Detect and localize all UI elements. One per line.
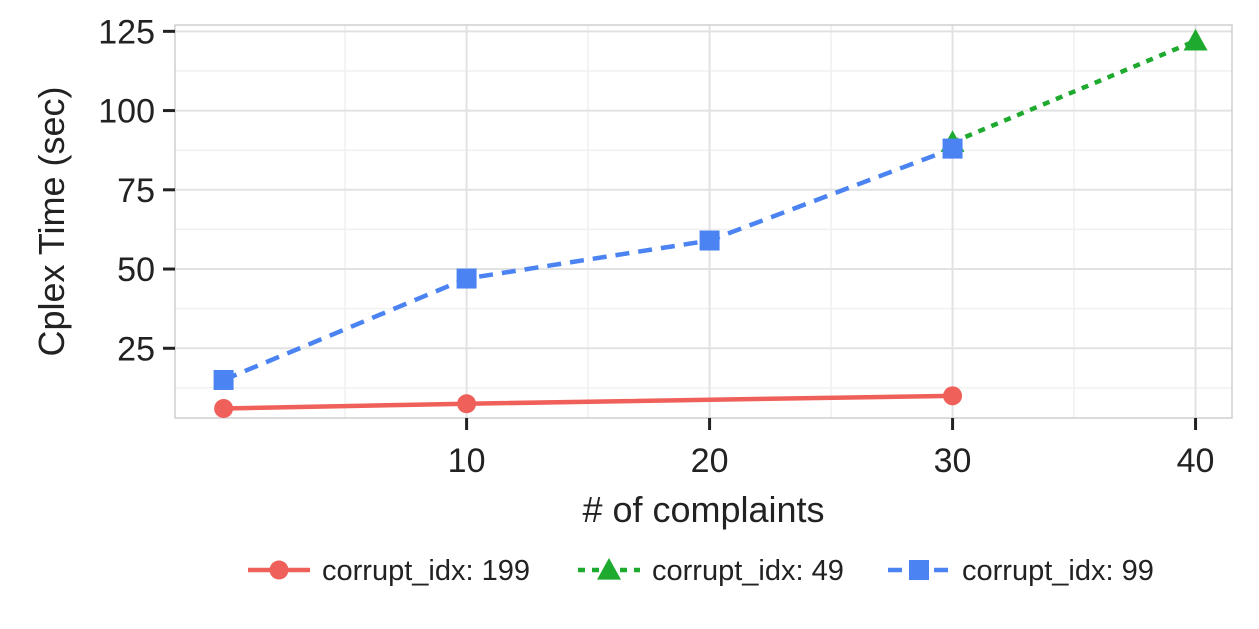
point-marker-square bbox=[699, 230, 720, 251]
point-marker-square bbox=[909, 560, 929, 580]
legend-item: corrupt_idx: 49 bbox=[578, 555, 844, 587]
y-tick-label: 25 bbox=[117, 330, 155, 368]
point-marker-circle bbox=[457, 394, 477, 414]
x-axis-title: # of complaints bbox=[582, 489, 824, 530]
x-tick-label: 30 bbox=[934, 442, 972, 480]
legend: corrupt_idx: 199 corrupt_idx: 49 corrupt_i… bbox=[248, 555, 1154, 587]
axes: 25 50 75 100 125 10 20 30 40 bbox=[98, 13, 1214, 480]
series-layer bbox=[213, 28, 1208, 418]
point-marker-triangle bbox=[1183, 28, 1208, 51]
point-marker-circle bbox=[943, 386, 963, 406]
y-tick-label: 50 bbox=[117, 251, 155, 289]
x-tick-label: 10 bbox=[448, 442, 486, 480]
point-marker-square bbox=[456, 268, 477, 289]
legend-label: corrupt_idx: 49 bbox=[652, 555, 844, 587]
grid bbox=[175, 25, 1232, 418]
legend-label: corrupt_idx: 99 bbox=[962, 555, 1154, 587]
y-axis-title: Cplex Time (sec) bbox=[31, 86, 72, 356]
legend-item: corrupt_idx: 99 bbox=[888, 555, 1154, 587]
point-marker-circle bbox=[214, 398, 234, 418]
legend-item: corrupt_idx: 199 bbox=[248, 555, 530, 587]
y-tick-label: 125 bbox=[98, 13, 155, 51]
plot-panel-border bbox=[174, 24, 1233, 419]
series-line bbox=[951, 38, 1197, 145]
point-marker-triangle bbox=[597, 558, 621, 580]
x-tick-label: 40 bbox=[1177, 442, 1215, 480]
y-tick-label: 75 bbox=[117, 172, 155, 210]
series-circle bbox=[214, 386, 963, 418]
point-marker-square bbox=[942, 138, 963, 159]
point-marker-circle bbox=[269, 560, 289, 580]
series-square bbox=[213, 138, 963, 390]
point-marker-square bbox=[213, 369, 234, 390]
x-tick-label: 20 bbox=[691, 442, 729, 480]
legend-label: corrupt_idx: 199 bbox=[322, 555, 530, 587]
y-tick-label: 100 bbox=[98, 93, 155, 131]
